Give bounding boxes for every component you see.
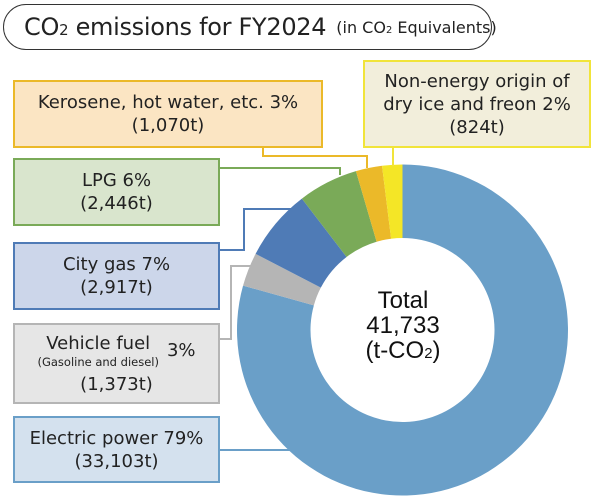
callout-value: (824t) [449, 116, 505, 138]
total-label: Total [377, 287, 429, 314]
donut-slice-city-gas [255, 198, 347, 288]
callout-value: (2,446t) [80, 193, 153, 214]
unit-note-rest: Equivalents) [392, 17, 497, 37]
callout-text: City gas 7% [62, 254, 171, 275]
donut-slice-non-energy-origin-of-dry-ice-and-freon [382, 164, 403, 239]
leader-line-lpg [219, 167, 341, 175]
callout-subtext: (Gasoline and diesel) [37, 354, 159, 369]
callout-value: (1,373t) [80, 373, 153, 395]
unit-prefix: (t-CO [365, 337, 425, 364]
callout-text: Non-energy origin of [384, 70, 570, 92]
donut-slice-electric-power [236, 164, 568, 496]
callout-electric-power: Electric power 79% (33,103t) [13, 416, 220, 483]
vehicle-row: Vehicle fuel (Gasoline and diesel) 3% [37, 332, 195, 369]
donut-slice-kerosene-hot-water-etc [355, 165, 392, 242]
callout-text: Vehicle fuel [46, 332, 151, 354]
callout-text: Electric power 79% [29, 427, 204, 449]
unit-subscript: 2 [424, 346, 433, 362]
leader-line-vehicle [219, 265, 252, 340]
leader-line-city-gas [219, 208, 292, 251]
title-unit-note: (in CO2 Equivalents) [336, 18, 497, 37]
callout-value: (1,070t) [131, 115, 205, 136]
title-main: CO2 emissions for FY2024 [24, 13, 327, 41]
callout-non-energy: Non-energy origin of dry ice and freon 2… [363, 60, 591, 148]
donut-slice-vehicle-fuel-gasoline-and-diesel [243, 253, 321, 306]
callout-value: (33,103t) [74, 450, 159, 472]
title-subscript: 2 [59, 21, 69, 39]
callout-kerosene: Kerosene, hot water, etc. 3% (1,070t) [13, 80, 323, 148]
donut-slices [236, 164, 568, 496]
unit-suffix: ) [432, 337, 441, 364]
leader-lines [219, 147, 394, 451]
callout-city-gas: City gas 7% (2,917t) [13, 242, 220, 310]
chart-title: CO2 emissions for FY2024 (in CO2 Equival… [3, 4, 497, 50]
leader-line-kerosene [262, 147, 368, 168]
callout-text: dry ice and freon 2% [383, 93, 571, 115]
donut-center-total: Total 41,733 (t-CO2) [322, 288, 484, 367]
unit-note-prefix: (in CO [336, 17, 386, 37]
title-co: CO [24, 13, 60, 41]
callout-text: LPG 6% [81, 170, 152, 191]
total-value: 41,733 [366, 312, 440, 339]
callout-value: (2,917t) [80, 277, 153, 298]
title-rest: emissions for FY2024 [68, 13, 327, 41]
callout-vehicle-fuel: Vehicle fuel (Gasoline and diesel) 3% (1… [13, 323, 220, 404]
vehicle-name: Vehicle fuel (Gasoline and diesel) [37, 332, 159, 369]
callout-text: Kerosene, hot water, etc. 3% [37, 92, 299, 113]
total-unit: (t-CO2) [322, 338, 484, 367]
unit-note-subscript: 2 [385, 24, 393, 36]
callout-lpg: LPG 6% (2,446t) [13, 158, 220, 226]
donut-slice-lpg [301, 171, 377, 257]
callout-percent: 3% [166, 339, 196, 361]
